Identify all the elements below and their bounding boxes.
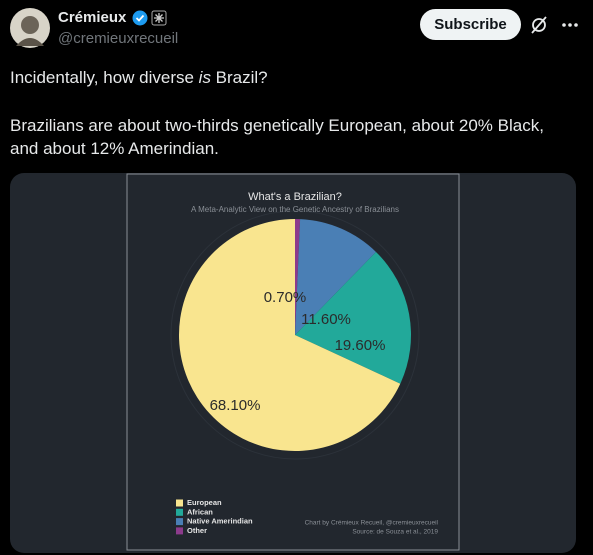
text: Brazil?	[210, 68, 268, 87]
author-name[interactable]: Crémieux	[58, 9, 127, 26]
legend-label: Other	[187, 526, 207, 535]
tweet-line: and about 12% Amerindian.	[10, 139, 219, 158]
text: Incidentally, how diverse	[10, 68, 199, 87]
subscribe-button[interactable]: Subscribe	[420, 9, 521, 40]
tweet-line: Incidentally, how diverse is Brazil?	[10, 67, 268, 89]
pie-slice	[295, 219, 376, 335]
tweet-line: Brazilians are about two-thirds genetica…	[10, 116, 544, 135]
legend-label: African	[187, 507, 213, 516]
legend-label: European	[187, 498, 222, 507]
media-card[interactable]: What's a Brazilian? A Meta-Analytic View…	[10, 173, 576, 553]
chart-credit: Chart by Crémieux Recueil, @cremieuxrecu…	[305, 520, 439, 527]
chart-source: Source: de Souza et al., 2019	[352, 529, 438, 536]
legend-swatch	[176, 499, 183, 507]
avatar[interactable]	[10, 8, 52, 50]
legend-label: Native Amerindian	[187, 517, 253, 526]
slice-label: 11.60%	[301, 311, 351, 328]
pie-slice	[295, 251, 411, 384]
legend-swatch	[176, 527, 183, 535]
slice-label: 0.70%	[264, 289, 307, 306]
author-handle[interactable]: @cremieuxrecueil	[58, 30, 179, 47]
legend-swatch	[176, 508, 183, 516]
emphasis: is	[198, 68, 211, 87]
legend-swatch	[176, 518, 183, 526]
slice-label: 68.10%	[210, 397, 261, 414]
chart-subtitle: A Meta-Analytic View on the Genetic Ance…	[191, 205, 399, 214]
action-icons[interactable]	[528, 13, 588, 37]
slice-label: 19.60%	[335, 337, 386, 354]
badges	[132, 10, 167, 26]
pie-slice	[179, 219, 401, 451]
pie-slice	[295, 219, 301, 335]
chart: What's a Brazilian? A Meta-Analytic View…	[126, 173, 460, 551]
pie-ring	[170, 210, 420, 460]
chart-title: What's a Brazilian?	[248, 191, 342, 203]
